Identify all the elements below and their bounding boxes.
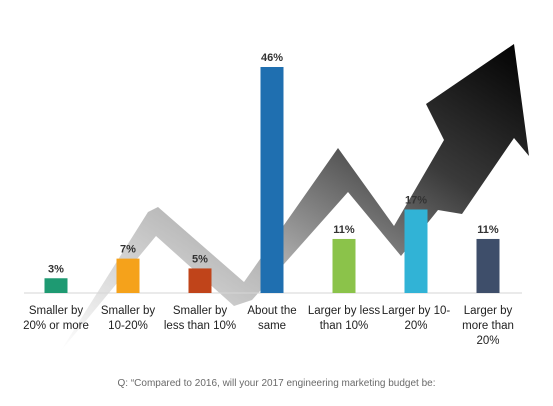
category-label-5: Larger by less than 10% (308, 305, 380, 332)
category-label-3: Smaller by less than 10% (164, 305, 236, 332)
bar-1 (44, 278, 68, 293)
bar-7 (476, 238, 500, 293)
trend-arrow-decoration (60, 44, 529, 352)
category-label-4: About the same (247, 305, 296, 332)
data-label-3: 5% (192, 253, 208, 265)
bar-4 (260, 67, 284, 293)
bar-3 (188, 268, 212, 293)
category-label-2: Smaller by 10-20% (101, 305, 156, 332)
data-label-2: 7% (120, 244, 136, 256)
data-label-1: 3% (48, 263, 64, 275)
bar-6 (404, 209, 428, 293)
category-label-6: Larger by 10-20% (382, 305, 451, 332)
category-label-7: Larger by more than 20% (462, 305, 514, 347)
bar-5 (332, 238, 356, 293)
survey-question-footnote: Q: “Compared to 2016, will your 2017 eng… (117, 378, 436, 389)
data-label-6: 17% (405, 194, 427, 206)
data-label-5: 11% (333, 224, 355, 236)
bar-2 (116, 258, 140, 293)
data-label-4: 46% (261, 52, 283, 64)
category-label-1: Smaller by 20% or more (23, 305, 89, 332)
data-label-7: 11% (477, 224, 499, 236)
